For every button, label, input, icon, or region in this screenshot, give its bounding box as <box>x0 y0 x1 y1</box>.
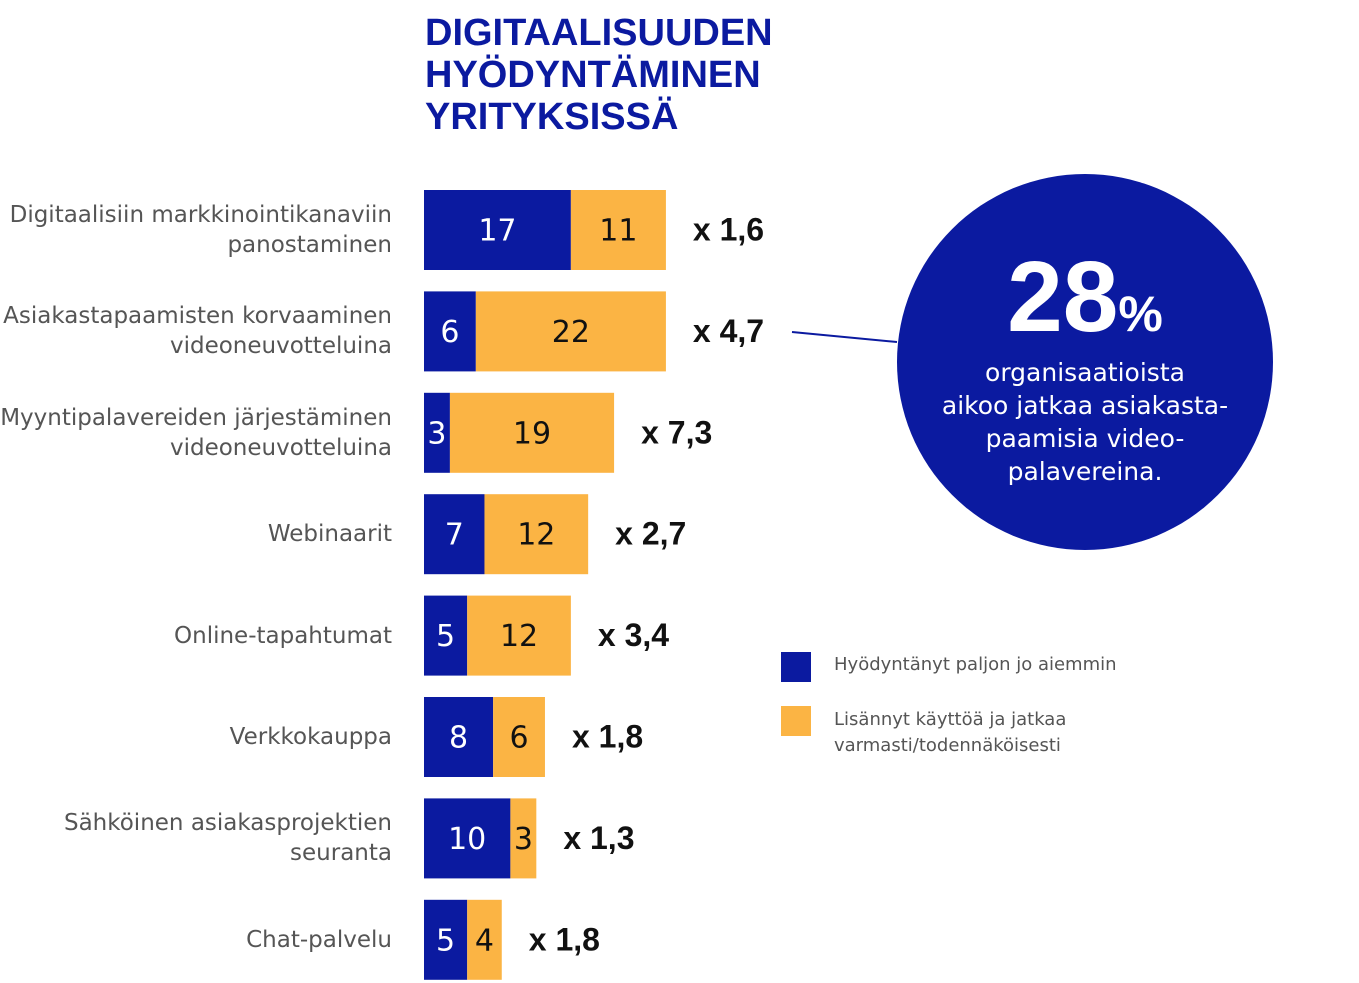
bar-segment <box>424 697 494 777</box>
callout-text: organisaatioista aikoo jatkaa asiakasta-… <box>941 358 1229 486</box>
value-label: 5 <box>436 923 455 958</box>
category-label: Myyntipalavereiden järjestäminen videone… <box>0 404 392 461</box>
value-label: 3 <box>427 416 446 451</box>
bar-segment <box>424 291 476 372</box>
multiplier: x 2,7 <box>615 516 686 552</box>
legend-label: Lisännyt käyttöä ja jatkaa varmasti/tode… <box>834 709 1067 756</box>
callout-value: 28% <box>897 240 1273 355</box>
callout-number: 28 <box>1007 241 1119 353</box>
bar-segment <box>570 190 666 270</box>
value-label: 6 <box>509 721 528 756</box>
value-label: 12 <box>500 619 538 654</box>
callout-line <box>791 331 898 343</box>
value-label: 4 <box>475 923 494 958</box>
value-label: 19 <box>513 416 551 451</box>
value-label: 10 <box>448 822 486 857</box>
bar-segment <box>449 392 615 473</box>
bar-segment <box>424 190 571 270</box>
category-label: Sähköinen asiakasprojektien seuranta <box>63 810 392 867</box>
bar-segment <box>467 595 571 676</box>
multiplier: x 1,6 <box>693 211 764 247</box>
legend-swatch <box>781 706 811 736</box>
value-label: 6 <box>440 315 459 350</box>
multiplier: x 1,8 <box>572 718 643 754</box>
bar-segment <box>510 798 537 879</box>
bar-segment <box>424 392 450 473</box>
bar-segment <box>424 595 468 676</box>
multiplier: x 4,7 <box>693 313 764 349</box>
category-label: Digitaalisiin markkinointikanaviin panos… <box>9 202 392 258</box>
category-label: Online-tapahtumat <box>174 622 392 649</box>
bar-segment <box>424 899 468 980</box>
bar-segment <box>467 899 502 980</box>
category-label: Webinaarit <box>267 521 392 548</box>
multiplier: x 3,4 <box>598 617 669 653</box>
bar-segment <box>484 494 589 575</box>
legend-swatch <box>781 652 811 682</box>
bar-segment <box>424 494 485 575</box>
callout-unit: % <box>1118 286 1163 342</box>
value-label: 11 <box>599 214 637 249</box>
multiplier: x 1,8 <box>529 921 600 957</box>
bar-segment <box>424 798 511 879</box>
value-label: 3 <box>514 822 533 857</box>
chart-title: DIGITAALISUUDEN HYÖDYNTÄMINEN YRITYKSISS… <box>425 12 773 138</box>
multiplier: x 7,3 <box>641 414 712 450</box>
value-label: 22 <box>552 315 590 350</box>
bar-segment <box>493 697 545 777</box>
value-label: 17 <box>478 214 516 249</box>
category-label: Verkkokauppa <box>229 724 392 750</box>
value-label: 5 <box>436 619 455 654</box>
callout-circle <box>897 174 1273 550</box>
category-label: Chat-palvelu <box>246 926 392 953</box>
value-label: 8 <box>449 721 468 756</box>
value-label: 7 <box>445 518 464 553</box>
bar-segment <box>475 291 666 372</box>
legend-label: Hyödyntänyt paljon jo aiemmin <box>834 654 1117 675</box>
value-label: 12 <box>517 518 555 553</box>
multiplier: x 1,3 <box>563 820 634 856</box>
category-label: Asiakastapaamisten korvaaminen videoneuv… <box>3 303 392 360</box>
